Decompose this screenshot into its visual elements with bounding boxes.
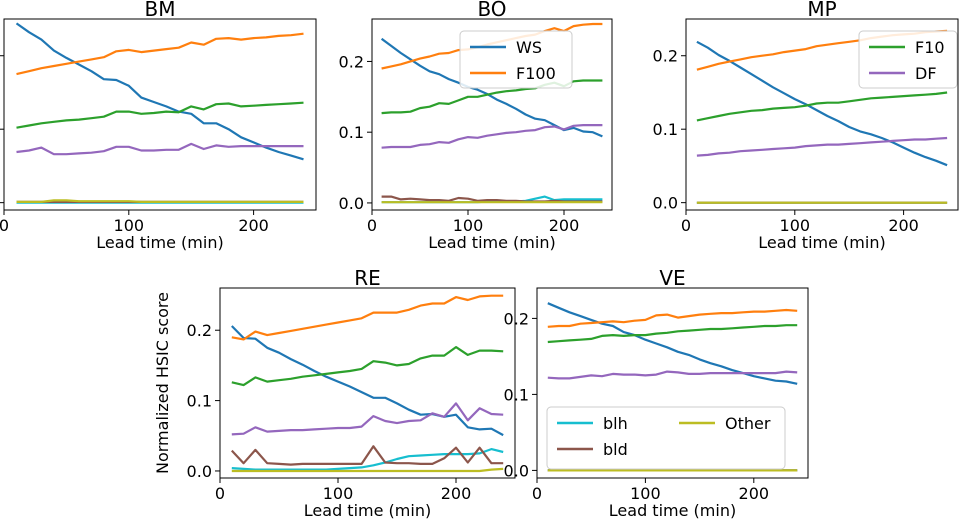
axes-frame [685,18,959,211]
x-axis-label: Lead time (min) [304,501,431,520]
series-line-f10 [16,101,304,129]
x-tick-label: 100 [630,484,661,503]
y-tick-label: 0.1 [504,385,529,404]
series-line-blh [231,448,504,471]
series-line-ws [547,302,798,385]
series-line-bld [230,445,504,466]
x-tick-label: 100 [323,484,354,503]
series-line-df [16,142,304,156]
x-tick-label: 0 [367,216,377,235]
panel-mp: 0 100 200 0.0 0.1 0.2 MP Lead time (min) [653,0,959,252]
x-axis-label: Lead time (min) [758,233,885,252]
series-line-df [381,123,603,149]
y-axis-label: Normalized HSIC score [153,292,172,474]
y-tick-label: 0.0 [653,194,678,213]
series-line-df [231,402,504,436]
y-tick-label: 0.2 [504,309,529,328]
legend-label-other: Other [725,414,771,433]
x-tick-label: 200 [739,484,770,503]
x-tick-label: 100 [453,216,484,235]
axes-frame [3,18,317,211]
axes-frame [219,287,516,479]
legend: WS F100 [459,30,573,89]
series-line-ws [696,40,948,167]
x-tick-label: 100 [114,216,145,235]
panel-re: 0 100 200 0.0 0.1 0.2 RE Lead time (min) Normali… [153,266,516,520]
x-axis-label: Lead time (min) [96,233,223,252]
x-tick-label: 0 [681,216,691,235]
series-line-f10 [547,324,798,344]
legend: F10 DF [858,30,958,89]
x-tick-label: 0 [0,216,9,235]
y-tick-label: 0.2 [339,52,364,71]
axes-frame [371,18,613,211]
y-tick-label: 0.0 [504,461,529,480]
legend-label-blh: blh [603,414,628,433]
axes-frame [536,287,809,479]
x-axis-label: Lead time (min) [428,233,555,252]
panel-title: BM [145,0,176,21]
y-tick-label: 0.1 [187,392,212,411]
y-tick-label: 0.2 [187,321,212,340]
y-tick-label: 0.1 [339,123,364,142]
panel-ve: 0 100 200 0.0 0.1 0.2 VE Lead time (min) [504,266,809,520]
series-line-f100 [16,32,304,76]
y-tick-label: 0.0 [187,462,212,481]
series-line-f100 [231,294,504,341]
panel-title: RE [354,266,381,290]
y-tick-label: 0.0 [339,194,364,213]
legend-label-f10: F10 [915,38,945,57]
legend-label-f100: F100 [516,64,556,83]
x-tick-label: 100 [780,216,811,235]
x-tick-label: 200 [888,216,919,235]
x-tick-label: 200 [238,216,269,235]
series-line-other [231,467,504,473]
legend-label-ws: WS [516,38,542,57]
panel-title: VE [659,266,685,290]
series-line-ws [231,325,504,437]
panel-title: BO [477,0,506,21]
x-tick-label: 200 [549,216,580,235]
series-line-other [16,199,304,203]
series-line-ws [15,22,304,161]
series-line-f10 [696,91,948,122]
legend-box [546,406,786,470]
legend-label-df: DF [915,64,937,83]
series-line-f10 [231,346,504,387]
panel-title: MP [807,0,836,21]
y-tick-label: 0.2 [653,47,678,66]
x-tick-label: 0 [215,484,225,503]
x-tick-label: 0 [532,484,542,503]
series-line-df [547,370,798,380]
x-axis-label: Lead time (min) [609,501,736,520]
series-line-f100 [547,308,798,328]
legend: blh Other bld [546,406,786,470]
y-tick-label: 0.1 [653,120,678,139]
x-tick-label: 200 [441,484,472,503]
legend-label-bld: bld [603,440,628,459]
series-line-df [696,136,948,157]
